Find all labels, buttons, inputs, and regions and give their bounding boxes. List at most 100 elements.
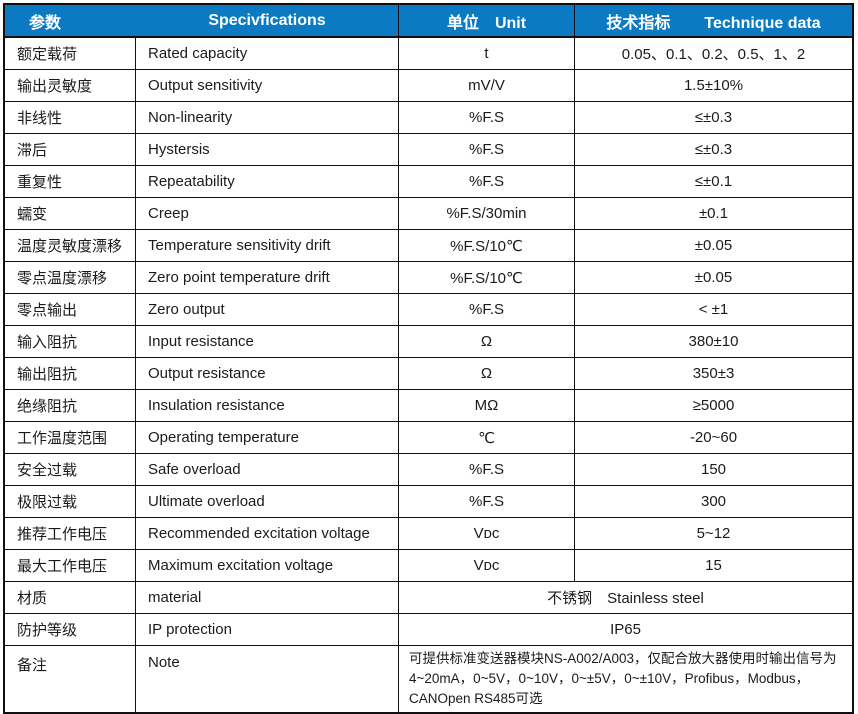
header-unit: 单位 Unit [399,5,575,38]
value-cell: ±0.1 [575,198,852,230]
header-unit-cn: 单位 [446,14,479,32]
table-row: 推荐工作电压 Recommended excitation voltage Vᴅ… [5,518,852,550]
spec-cell: Maximum excitation voltage [136,550,399,582]
header-technique-data: 技术指标 Technique data [575,5,852,38]
unit-cell: Ω [399,358,575,390]
unit-cell: %F.S/30min [399,198,575,230]
value-cell: 150 [575,454,852,486]
table-row: 蠕变 Creep %F.S/30min ±0.1 [5,198,852,230]
spec-cell: Creep [136,198,399,230]
specifications-table: 参数 Specivfications 单位 Unit 技术指标 Technique … [3,3,854,714]
unit-cell: %F.S/10℃ [399,230,575,262]
unit-cell: t [399,38,575,70]
unit-cell: %F.S [399,454,575,486]
table-row: 工作温度范围 Operating temperature ℃ -20~60 [5,422,852,454]
param-cell: 非线性 [5,102,136,134]
table-row: 额定载荷 Rated capacity t 0.05、0.1、0.2、0.5、1… [5,38,852,70]
param-cell: 备注 [5,646,136,712]
param-cell: 输出阻抗 [5,358,136,390]
spec-cell: Insulation resistance [136,390,399,422]
spec-cell: Repeatability [136,166,399,198]
table-row: 输出灵敏度 Output sensitivity mV/V 1.5±10% [5,70,852,102]
table-row: 零点输出 Zero output %F.S < ±1 [5,294,852,326]
unit-cell: %F.S [399,102,575,134]
param-cell: 推荐工作电压 [5,518,136,550]
table-row: 绝缘阻抗 Insulation resistance MΩ ≥5000 [5,390,852,422]
header-data-cn: 技术指标 [606,14,671,32]
table-row-note: 备注 Note 可提供标准变送器模块NS-A002/A003，仅配合放大器使用时… [5,646,852,712]
header-param: 参数 [5,5,136,38]
spec-cell: Safe overload [136,454,399,486]
param-cell: 安全过载 [5,454,136,486]
table-row-ip-protection: 防护等级 IP protection IP65 [5,614,852,646]
unit-cell: %F.S [399,486,575,518]
value-cell: < ±1 [575,294,852,326]
value-cell: 380±10 [575,326,852,358]
spec-cell: Non-linearity [136,102,399,134]
spec-cell: Temperature sensitivity drift [136,230,399,262]
value-cell: 0.05、0.1、0.2、0.5、1、2 [575,38,852,70]
table-row: 输入阻抗 Input resistance Ω 380±10 [5,326,852,358]
header-specifications: Specivfications [136,5,399,38]
value-cell: ±0.05 [575,230,852,262]
param-cell: 零点温度漂移 [5,262,136,294]
note-text-cell: 可提供标准变送器模块NS-A002/A003，仅配合放大器使用时输出信号为4~2… [409,651,837,706]
table-row: 滞后 Hystersis %F.S ≤±0.3 [5,134,852,166]
value-cell: 15 [575,550,852,582]
value-cell-merged: IP65 [399,614,852,646]
unit-cell: %F.S [399,134,575,166]
param-cell: 零点输出 [5,294,136,326]
value-cell: ±0.05 [575,262,852,294]
unit-cell: %F.S [399,166,575,198]
unit-cell: MΩ [399,390,575,422]
param-cell: 材质 [5,582,136,614]
table-body: 额定载荷 Rated capacity t 0.05、0.1、0.2、0.5、1… [5,38,852,712]
table-row: 安全过载 Safe overload %F.S 150 [5,454,852,486]
unit-cell: %F.S [399,294,575,326]
header-row: 参数 Specivfications 单位 Unit 技术指标 Technique … [5,5,852,38]
table-header: 参数 Specivfications 单位 Unit 技术指标 Technique … [5,5,852,38]
value-cell: 1.5±10% [575,70,852,102]
param-cell: 工作温度范围 [5,422,136,454]
param-cell: 输入阻抗 [5,326,136,358]
value-cell: ≤±0.1 [575,166,852,198]
unit-cell: Ω [399,326,575,358]
table-row: 非线性 Non-linearity %F.S ≤±0.3 [5,102,852,134]
unit-cell: ℃ [399,422,575,454]
header-data-en: Technique data [704,14,821,32]
spec-cell: material [136,582,399,614]
param-cell: 重复性 [5,166,136,198]
param-cell: 最大工作电压 [5,550,136,582]
header-unit-en: Unit [494,14,527,32]
table-row: 零点温度漂移 Zero point temperature drift %F.S… [5,262,852,294]
spec-cell: Recommended excitation voltage [136,518,399,550]
table-row-material: 材质 material 不锈钢 Stainless steel [5,582,852,614]
value-cell: 350±3 [575,358,852,390]
spec-cell: Input resistance [136,326,399,358]
param-cell: 滞后 [5,134,136,166]
param-cell: 温度灵敏度漂移 [5,230,136,262]
param-cell: 额定载荷 [5,38,136,70]
value-cell: ≥5000 [575,390,852,422]
table-row: 最大工作电压 Maximum excitation voltage Vᴅᴄ 15 [5,550,852,582]
param-cell: 防护等级 [5,614,136,646]
param-cell: 极限过载 [5,486,136,518]
spec-cell: Note [136,646,399,712]
spec-cell: Rated capacity [136,38,399,70]
table-row: 温度灵敏度漂移 Temperature sensitivity drift %F… [5,230,852,262]
value-cell-merged: 不锈钢 Stainless steel [399,582,852,614]
spec-cell: Operating temperature [136,422,399,454]
param-cell: 输出灵敏度 [5,70,136,102]
table-row: 重复性 Repeatability %F.S ≤±0.1 [5,166,852,198]
spec-cell: Ultimate overload [136,486,399,518]
value-cell: -20~60 [575,422,852,454]
unit-cell: Vᴅᴄ [399,550,575,582]
unit-cell: mV/V [399,70,575,102]
value-cell: ≤±0.3 [575,102,852,134]
value-cell: ≤±0.3 [575,134,852,166]
param-cell: 绝缘阻抗 [5,390,136,422]
value-cell: 300 [575,486,852,518]
table-row: 极限过载 Ultimate overload %F.S 300 [5,486,852,518]
unit-cell: Vᴅᴄ [399,518,575,550]
